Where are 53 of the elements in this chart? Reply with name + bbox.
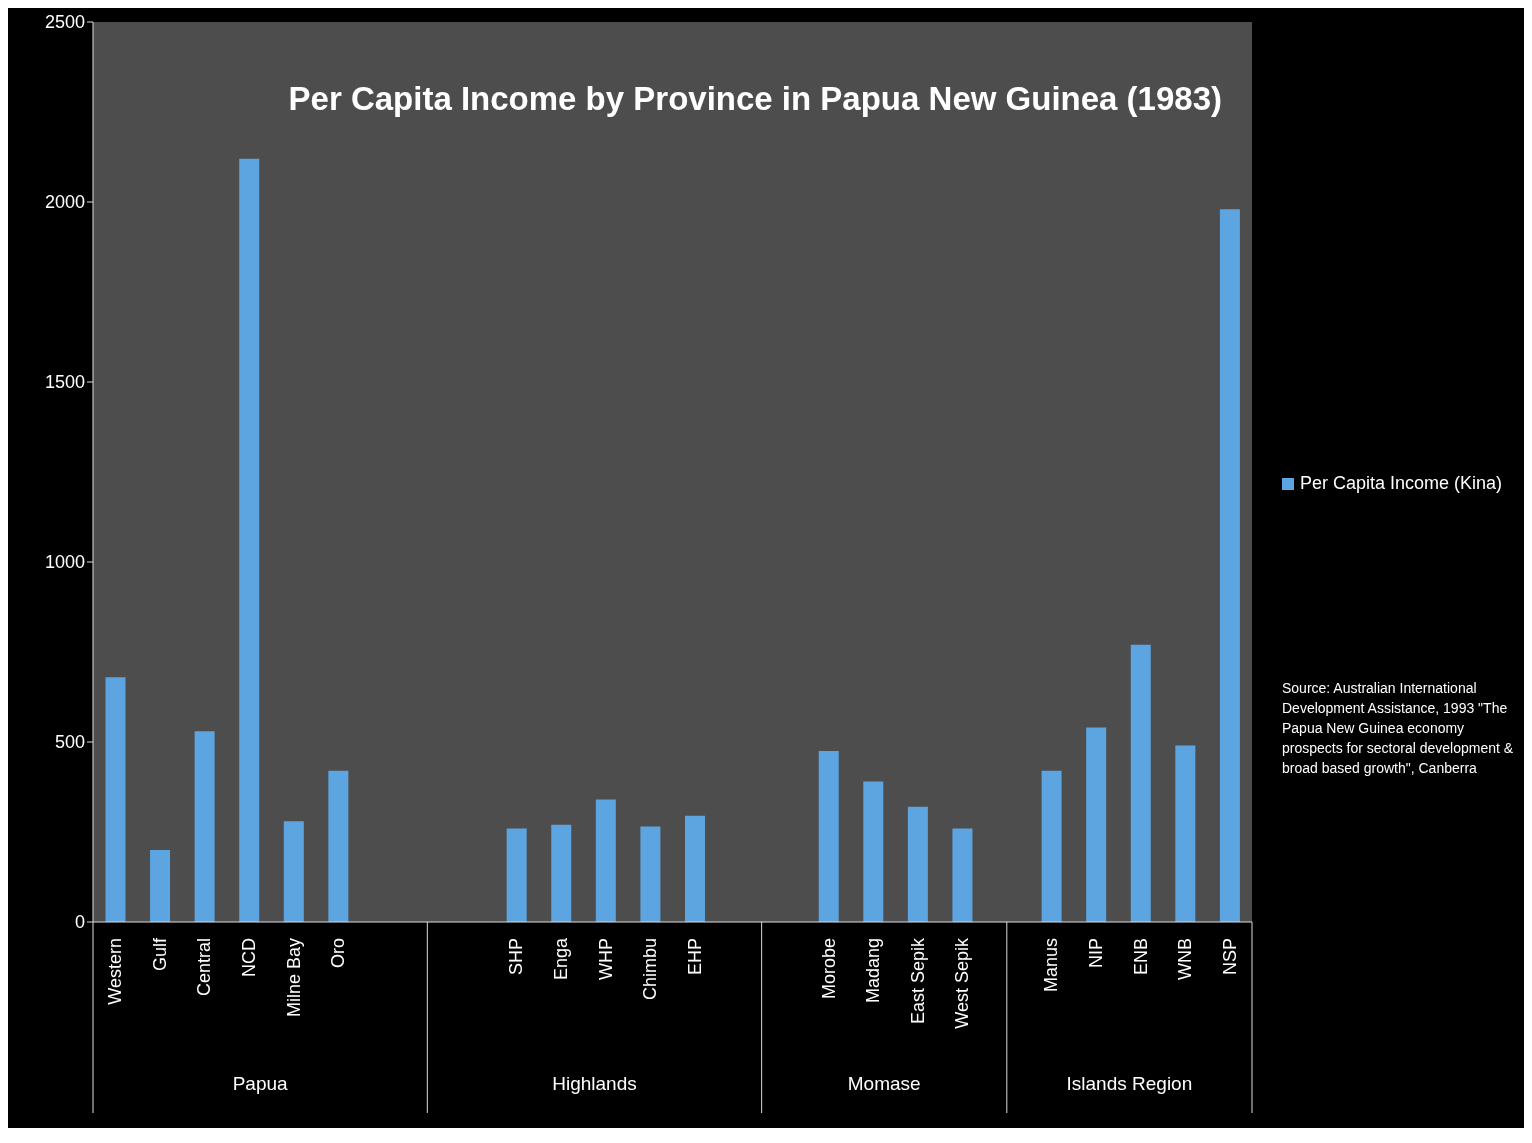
text: Per Capita Income by Province in Papua New Guinea (1983): [287, 80, 1222, 118]
bar: [283, 821, 304, 922]
text: Papua: [232, 1073, 289, 1094]
bar: [952, 828, 973, 922]
bar: [907, 806, 928, 922]
legend-label: Per Capita Income (Kina): [1300, 473, 1503, 494]
x-tick-label: Milne Bay: [283, 938, 304, 1018]
source-note: Source: Australian International Development Assistance, 1993 "The Papua New Guinea economy prospects for sectoral development & broad based growth", Canberra: [1282, 679, 1515, 778]
y-tick-label: 2000: [44, 192, 85, 213]
text: Islands Region: [1066, 1073, 1193, 1094]
bar: [1041, 770, 1062, 922]
y-tick-label: 1000: [44, 552, 85, 573]
bar: [818, 751, 839, 922]
x-tick-label: NCD: [239, 938, 260, 977]
bar: [1219, 209, 1240, 922]
x-tick-label: West Sepik: [952, 937, 973, 1029]
text: Highlands: [552, 1073, 637, 1094]
bar: [1086, 727, 1107, 922]
bar: [640, 826, 661, 922]
x-tick-label: ENB: [1130, 938, 1151, 976]
x-tick-label: Oro: [328, 938, 349, 969]
x-tick-label: Morobe: [818, 938, 839, 1000]
bar: [105, 677, 126, 922]
bar: [194, 731, 215, 922]
y-tick-label: 0: [74, 912, 85, 933]
y-tick-label: 2500: [44, 12, 85, 33]
bar: [150, 850, 171, 922]
y-tick-label: 1500: [44, 372, 85, 393]
bar: [1130, 644, 1151, 922]
bar: [239, 158, 260, 922]
bar: [684, 815, 705, 922]
x-tick-label: Enga: [551, 937, 572, 981]
x-tick-label: NIP: [1085, 938, 1106, 969]
x-tick-label: Western: [105, 938, 126, 1005]
bar: [863, 781, 884, 922]
x-tick-label: WNB: [1175, 938, 1196, 980]
x-tick-label: WHP: [595, 938, 616, 980]
bar: [1175, 745, 1196, 922]
bar: [328, 770, 349, 922]
bar: [595, 799, 616, 922]
bar: [551, 824, 572, 922]
x-tick-label: Central: [194, 938, 215, 997]
x-tick-label: SHP: [506, 938, 527, 976]
x-tick-label: NSP: [1219, 938, 1240, 976]
x-tick-label: East Sepik: [907, 937, 928, 1025]
x-tick-label: Gulf: [149, 937, 170, 972]
x-tick-label: Manus: [1041, 938, 1062, 993]
bar: [506, 828, 527, 922]
x-tick-label: Chimbu: [640, 938, 661, 1001]
x-tick-label: Madang: [863, 938, 884, 1004]
text: Momase: [847, 1073, 921, 1094]
x-tick-label: EHP: [684, 938, 705, 976]
y-tick-label: 500: [54, 732, 85, 753]
